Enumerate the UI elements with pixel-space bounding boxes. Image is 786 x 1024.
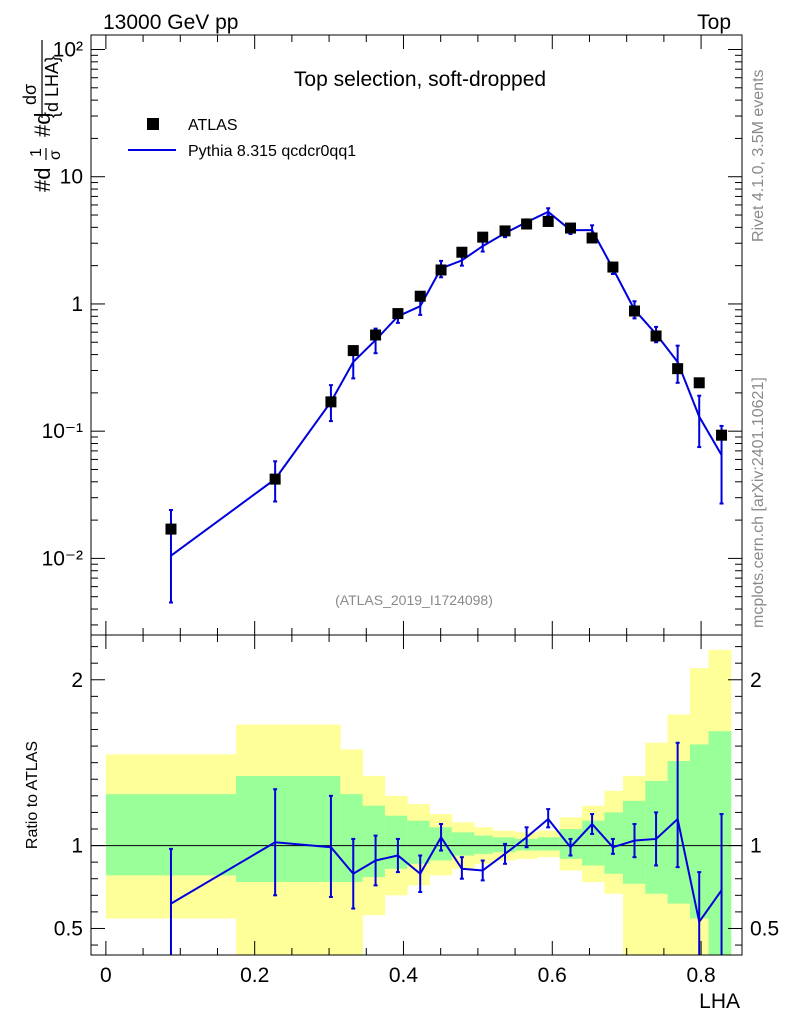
main-data-point xyxy=(370,329,382,341)
main-y-tick-labels: 10⁻² 10⁻¹ 1 10 10² xyxy=(42,38,83,570)
x-tick-label: 0 xyxy=(100,964,112,987)
main-axis-ticks xyxy=(91,35,742,635)
main-data-point xyxy=(165,523,177,535)
ratio-band-inner xyxy=(474,835,494,854)
x-tick-label: 0.4 xyxy=(389,964,419,987)
mcplots-url-label: mcplots.cern.ch [arXiv:2401.10621] xyxy=(750,377,767,628)
ratio-y-tick-label-right: 1 xyxy=(750,835,762,858)
ratio-band-inner xyxy=(451,832,475,856)
ratio-mc-series xyxy=(168,741,724,955)
ratio-band-inner xyxy=(314,775,341,883)
main-data-point xyxy=(521,218,533,230)
y-label-dlha: {d LHA} xyxy=(42,56,62,118)
y-label-hash-d: #d xyxy=(30,168,55,192)
legend-atlas-label: ATLAS xyxy=(188,117,238,134)
x-axis-label: LHA xyxy=(699,990,740,1013)
x-tick-label: 0.6 xyxy=(538,964,567,987)
main-data-point xyxy=(435,264,447,276)
ratio-y-axis-label: Ratio to ATLAS xyxy=(24,741,41,849)
main-y-tick-label: 10⁻¹ xyxy=(42,420,83,443)
main-data-point xyxy=(392,308,404,320)
y-label-dsigma: dσ xyxy=(20,84,40,105)
main-data-point xyxy=(347,345,359,357)
main-data-point xyxy=(269,473,281,485)
main-data-point xyxy=(499,225,511,237)
ratio-y-tick-label-left: 2 xyxy=(71,669,83,692)
chart-title: Top selection, soft-dropped xyxy=(294,68,546,91)
main-data-point xyxy=(607,261,619,273)
ratio-y-tick-label-left: 0.5 xyxy=(54,917,83,940)
ratio-y-tick-label-left: 1 xyxy=(71,835,83,858)
main-y-tick-label: 10² xyxy=(53,38,83,61)
y-label-sigma: σ xyxy=(47,150,64,160)
main-data-point xyxy=(325,396,337,408)
ratio-band-inner xyxy=(407,820,430,864)
legend-pythia-label: Pythia 8.315 qcdcr0qq1 xyxy=(188,143,356,160)
x-tick-label: 0.8 xyxy=(686,964,715,987)
main-y-tick-label: 10 xyxy=(60,166,83,189)
main-data-point xyxy=(477,231,489,243)
legend-atlas-marker xyxy=(147,118,159,130)
main-data-series xyxy=(165,215,728,535)
ratio-band-inner xyxy=(708,731,732,955)
main-data-point xyxy=(716,429,728,441)
x-tick-label: 0.2 xyxy=(240,964,269,987)
ratio-band-inner xyxy=(689,744,709,919)
ratio-band-inner xyxy=(582,820,605,866)
main-data-point xyxy=(456,246,468,258)
main-y-axis-label: #d 1 σ #d dσ {d LHA} xyxy=(20,40,64,192)
header-energy-label: 13000 GeV pp xyxy=(103,11,238,34)
ratio-band-inner xyxy=(537,837,561,851)
ratio-y-tick-label-right: 0.5 xyxy=(750,917,779,940)
ratio-panel-frame xyxy=(90,634,743,956)
ratio-band-inner xyxy=(384,815,408,869)
analysis-watermark: (ATLAS_2019_I1724098) xyxy=(335,592,493,608)
rivet-info-label: Rivet 4.1.0, 3.5M events xyxy=(750,69,767,242)
main-panel: 10⁻² 10⁻¹ 1 10 10² Top selection, soft-dropp… xyxy=(20,34,743,636)
main-data-point xyxy=(628,305,640,317)
legend: ATLAS Pythia 8.315 qcdcr0qq1 xyxy=(128,117,356,160)
main-data-point xyxy=(693,377,705,389)
main-y-tick-label: 10⁻² xyxy=(42,547,83,570)
ratio-panel: 0.5 0.5 1 1 2 2 0 0.2 0.4 0.6 0.8 Ratio to ATLAS L… xyxy=(24,634,779,1013)
main-data-point xyxy=(414,290,426,302)
main-data-point xyxy=(586,232,598,244)
ratio-y-tick-label-right: 2 xyxy=(750,669,762,692)
main-data-point xyxy=(650,330,662,342)
ratio-tick-labels: 0.5 0.5 1 1 2 2 0 0.2 0.4 0.6 0.8 xyxy=(54,669,779,987)
main-y-tick-label: 1 xyxy=(71,293,83,316)
main-data-point xyxy=(672,363,684,375)
header-process-label: Top xyxy=(697,11,731,34)
main-data-point xyxy=(542,215,554,227)
main-data-point xyxy=(565,222,577,234)
ratio-band-inner xyxy=(667,761,691,904)
ratio-axis-ticks xyxy=(91,635,742,955)
y-label-one: 1 xyxy=(28,148,45,157)
